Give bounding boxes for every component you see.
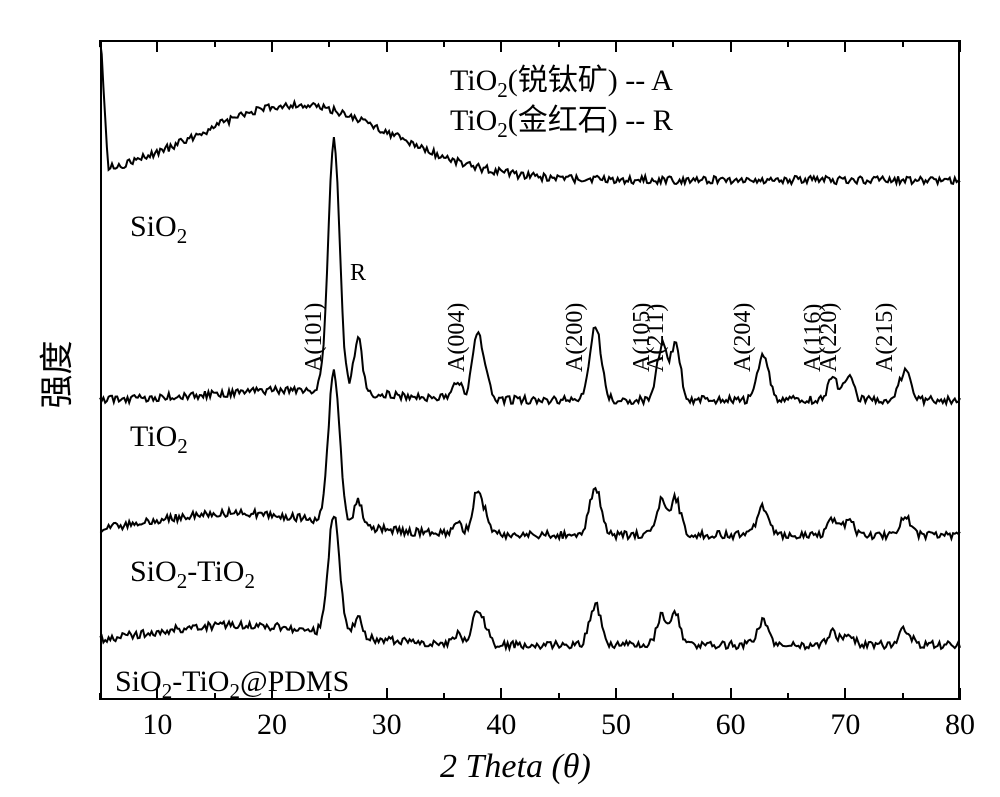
x-tick-top xyxy=(386,40,388,52)
x-tick-label: 20 xyxy=(247,708,297,742)
x-tick xyxy=(443,693,445,700)
x-tick-top xyxy=(902,40,904,47)
x-tick xyxy=(615,688,617,700)
curve-label: SiO2-TiO2 xyxy=(130,555,255,594)
x-tick-label: 30 xyxy=(362,708,412,742)
x-tick xyxy=(99,693,101,700)
x-tick-label: 80 xyxy=(935,708,985,742)
x-tick-top xyxy=(500,40,502,52)
peak-label: A(220) xyxy=(816,303,843,372)
x-tick-label: 10 xyxy=(132,708,182,742)
x-tick xyxy=(959,688,961,700)
x-tick-top xyxy=(99,40,101,47)
peak-label: A(211) xyxy=(643,304,670,372)
curve-label: SiO2 xyxy=(130,210,187,249)
x-tick-top xyxy=(214,40,216,47)
x-tick xyxy=(787,693,789,700)
x-tick xyxy=(558,693,560,700)
x-tick-label: 50 xyxy=(591,708,641,742)
x-tick-top xyxy=(271,40,273,52)
x-tick-top xyxy=(328,40,330,47)
x-tick-top xyxy=(443,40,445,47)
x-tick xyxy=(500,688,502,700)
x-tick xyxy=(844,688,846,700)
legend-line: TiO2(金红石) -- R xyxy=(450,95,673,143)
peak-label: R xyxy=(350,260,366,287)
peak-label: A(200) xyxy=(562,303,589,372)
curve-label: SiO2-TiO2@PDMS xyxy=(115,665,349,704)
x-tick-top xyxy=(672,40,674,47)
xrd-curve-SiO2-TiO2 xyxy=(100,370,960,540)
x-tick-label: 70 xyxy=(820,708,870,742)
x-tick-top xyxy=(615,40,617,52)
x-tick-top xyxy=(844,40,846,52)
x-tick-top xyxy=(959,40,961,52)
xrd-figure: 强度 2 Theta (θ) 1020304050607080TiO2(锐钛矿)… xyxy=(0,0,1000,797)
peak-label: A(215) xyxy=(872,303,899,372)
x-tick-label: 40 xyxy=(476,708,526,742)
x-axis-label: 2 Theta (θ) xyxy=(440,748,591,786)
peak-label: A(004) xyxy=(444,303,471,372)
peak-label: A(204) xyxy=(730,303,757,372)
peak-label: A(101) xyxy=(301,303,328,372)
x-tick-label: 60 xyxy=(706,708,756,742)
x-tick xyxy=(902,693,904,700)
y-axis-label: 强度 xyxy=(30,341,79,409)
x-tick xyxy=(730,688,732,700)
curve-label: TiO2 xyxy=(130,420,188,459)
x-tick xyxy=(672,693,674,700)
x-tick-top xyxy=(558,40,560,47)
x-tick-top xyxy=(156,40,158,52)
x-tick xyxy=(386,688,388,700)
x-tick-top xyxy=(787,40,789,47)
x-tick-top xyxy=(730,40,732,52)
